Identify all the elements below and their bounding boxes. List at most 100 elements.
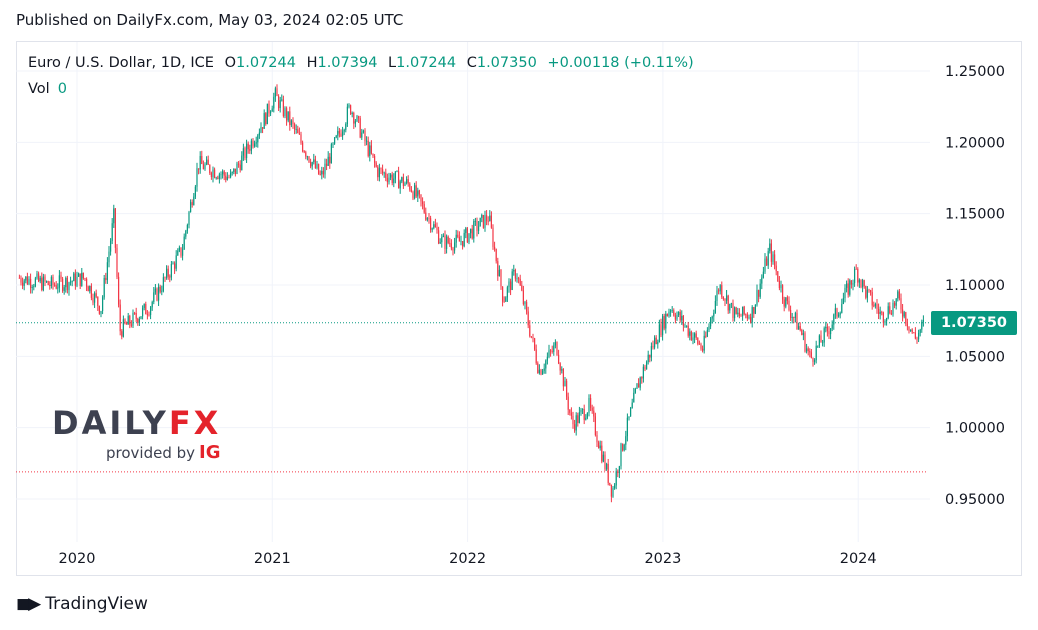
candle-body (626, 417, 628, 437)
candle-body (545, 360, 547, 369)
candle-body (493, 246, 496, 249)
candle-body (671, 310, 673, 312)
candle-body (805, 348, 808, 352)
candle-body (903, 312, 905, 317)
candle-body (186, 224, 188, 231)
candle-body (660, 324, 662, 336)
candle-body (138, 318, 140, 324)
tradingview-brand[interactable]: ◼▶ TradingView (16, 594, 148, 614)
candle-body (236, 163, 238, 174)
candle-body (479, 217, 481, 227)
candle-body (47, 281, 49, 286)
candle-body (639, 377, 641, 388)
candle-body (183, 236, 185, 250)
candle-body (511, 271, 513, 290)
candle-body (460, 241, 462, 242)
y-tick-label: 1.20000 (945, 135, 1005, 151)
candle-body (553, 345, 555, 352)
candle-body (695, 333, 697, 338)
candle-body (469, 228, 472, 234)
candle-body (415, 185, 417, 197)
candle-body (697, 337, 699, 344)
candle-body (674, 315, 676, 320)
candle-body (852, 283, 854, 285)
candle-body (42, 276, 44, 290)
candle-body (329, 156, 331, 164)
provided-by-text: provided by (106, 444, 196, 462)
candle-body (517, 278, 520, 280)
candle-body (220, 174, 222, 176)
candle-body (201, 156, 203, 165)
candle-body (149, 307, 152, 315)
candle-body (687, 325, 689, 336)
candle-body (849, 280, 851, 295)
candle-body (298, 133, 300, 135)
candle-body (764, 258, 766, 272)
candle-body (346, 106, 348, 124)
candle-body (756, 290, 758, 305)
candle-body (381, 169, 384, 174)
candle-body (668, 311, 670, 317)
candle-body (455, 234, 457, 243)
candle-body (842, 298, 844, 305)
candle-body (594, 416, 596, 436)
candle-body (105, 277, 107, 281)
candle-body (649, 354, 651, 358)
candle-body (799, 326, 801, 330)
y-tick-label: 1.05000 (945, 349, 1005, 365)
candle-body (633, 392, 635, 403)
candle-body (252, 140, 254, 147)
candle-body (809, 351, 811, 353)
candle-body (213, 169, 216, 178)
candle-body (450, 243, 452, 249)
candle-body (383, 172, 385, 174)
candle-body (673, 310, 675, 316)
candle-body (476, 220, 478, 231)
volume-label: Vol (28, 81, 50, 97)
candle-body (703, 335, 705, 351)
candle-body (845, 283, 848, 288)
candle-body (405, 179, 408, 184)
candle-body (404, 183, 406, 186)
candle-body (636, 383, 638, 389)
candle-body (247, 143, 249, 150)
candle-body (524, 302, 526, 305)
change-value: +0.00118 (+0.11%) (547, 55, 694, 71)
candle-body (37, 273, 40, 282)
close-label: C (466, 55, 477, 71)
candle-body (577, 415, 579, 423)
candle-body (548, 350, 550, 357)
candle-body (487, 220, 489, 222)
candle-body (833, 314, 835, 325)
candle-body (788, 300, 790, 311)
x-tick-label: 2023 (644, 551, 681, 567)
candle-body (225, 175, 227, 180)
candle-body (353, 113, 355, 124)
candle-body (490, 215, 492, 228)
candle-body (89, 285, 91, 292)
candle-body (575, 415, 577, 431)
candle-body (145, 303, 147, 315)
candle-body (167, 268, 169, 277)
candle-body (869, 290, 872, 293)
candle-body (717, 290, 720, 292)
candle-body (709, 318, 712, 327)
candle-body (641, 377, 643, 379)
candle-body (263, 113, 265, 129)
candle-body (215, 177, 217, 179)
x-tick-label: 2021 (254, 551, 291, 567)
candle-body (613, 485, 616, 489)
candle-body (18, 277, 20, 279)
candle-body (349, 105, 352, 114)
candle-body (593, 410, 595, 417)
candle-body (884, 321, 886, 323)
candle-body (836, 308, 838, 317)
candle-body (177, 250, 179, 256)
candle-body (181, 249, 184, 256)
candle-body (257, 135, 259, 143)
candle-body (913, 332, 915, 334)
candle-body (527, 311, 529, 326)
candle-body (887, 306, 889, 318)
candle-body (753, 307, 755, 314)
